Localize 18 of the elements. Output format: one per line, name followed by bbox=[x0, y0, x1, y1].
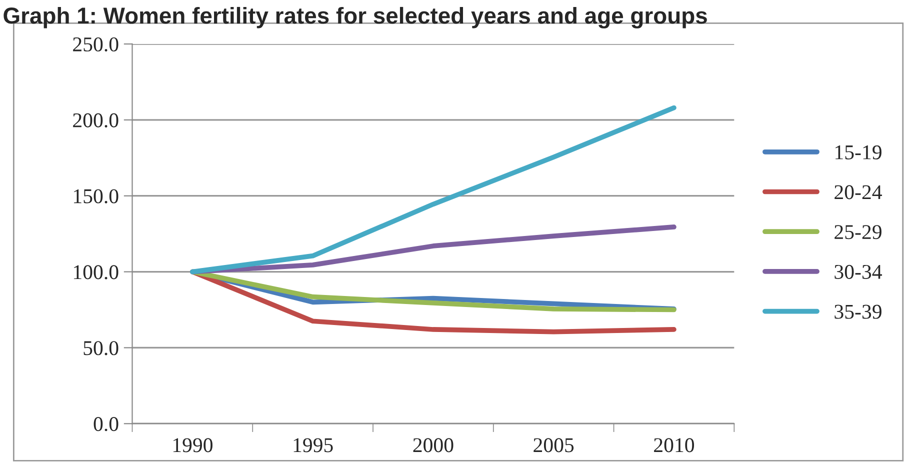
chart-title: Graph 1: Women fertility rates for selected years and age groups bbox=[4, 6, 707, 28]
x-tick-label: 1990 bbox=[173, 438, 212, 452]
y-tick-label: 200.0 bbox=[73, 113, 118, 128]
y-tick-label: 0.0 bbox=[94, 417, 118, 432]
y-tick-label: 50.0 bbox=[84, 341, 118, 356]
x-tick-label: 2010 bbox=[654, 438, 694, 452]
legend-label: 30-34 bbox=[834, 264, 882, 279]
legend-label: 15-19 bbox=[836, 145, 882, 160]
x-tick-label: 2005 bbox=[534, 438, 574, 452]
y-tick-label: 100.0 bbox=[74, 265, 118, 280]
x-tick-label: 2000 bbox=[413, 438, 454, 452]
legend-label: 20-24 bbox=[834, 185, 882, 200]
y-tick-label: 250.0 bbox=[73, 37, 118, 52]
x-tick-label: 1995 bbox=[294, 438, 333, 452]
legend-label: 35-39 bbox=[834, 304, 882, 319]
line-series bbox=[190, 105, 676, 274]
legend-label: 25-29 bbox=[834, 225, 882, 240]
y-tick-label: 150.0 bbox=[74, 189, 118, 204]
